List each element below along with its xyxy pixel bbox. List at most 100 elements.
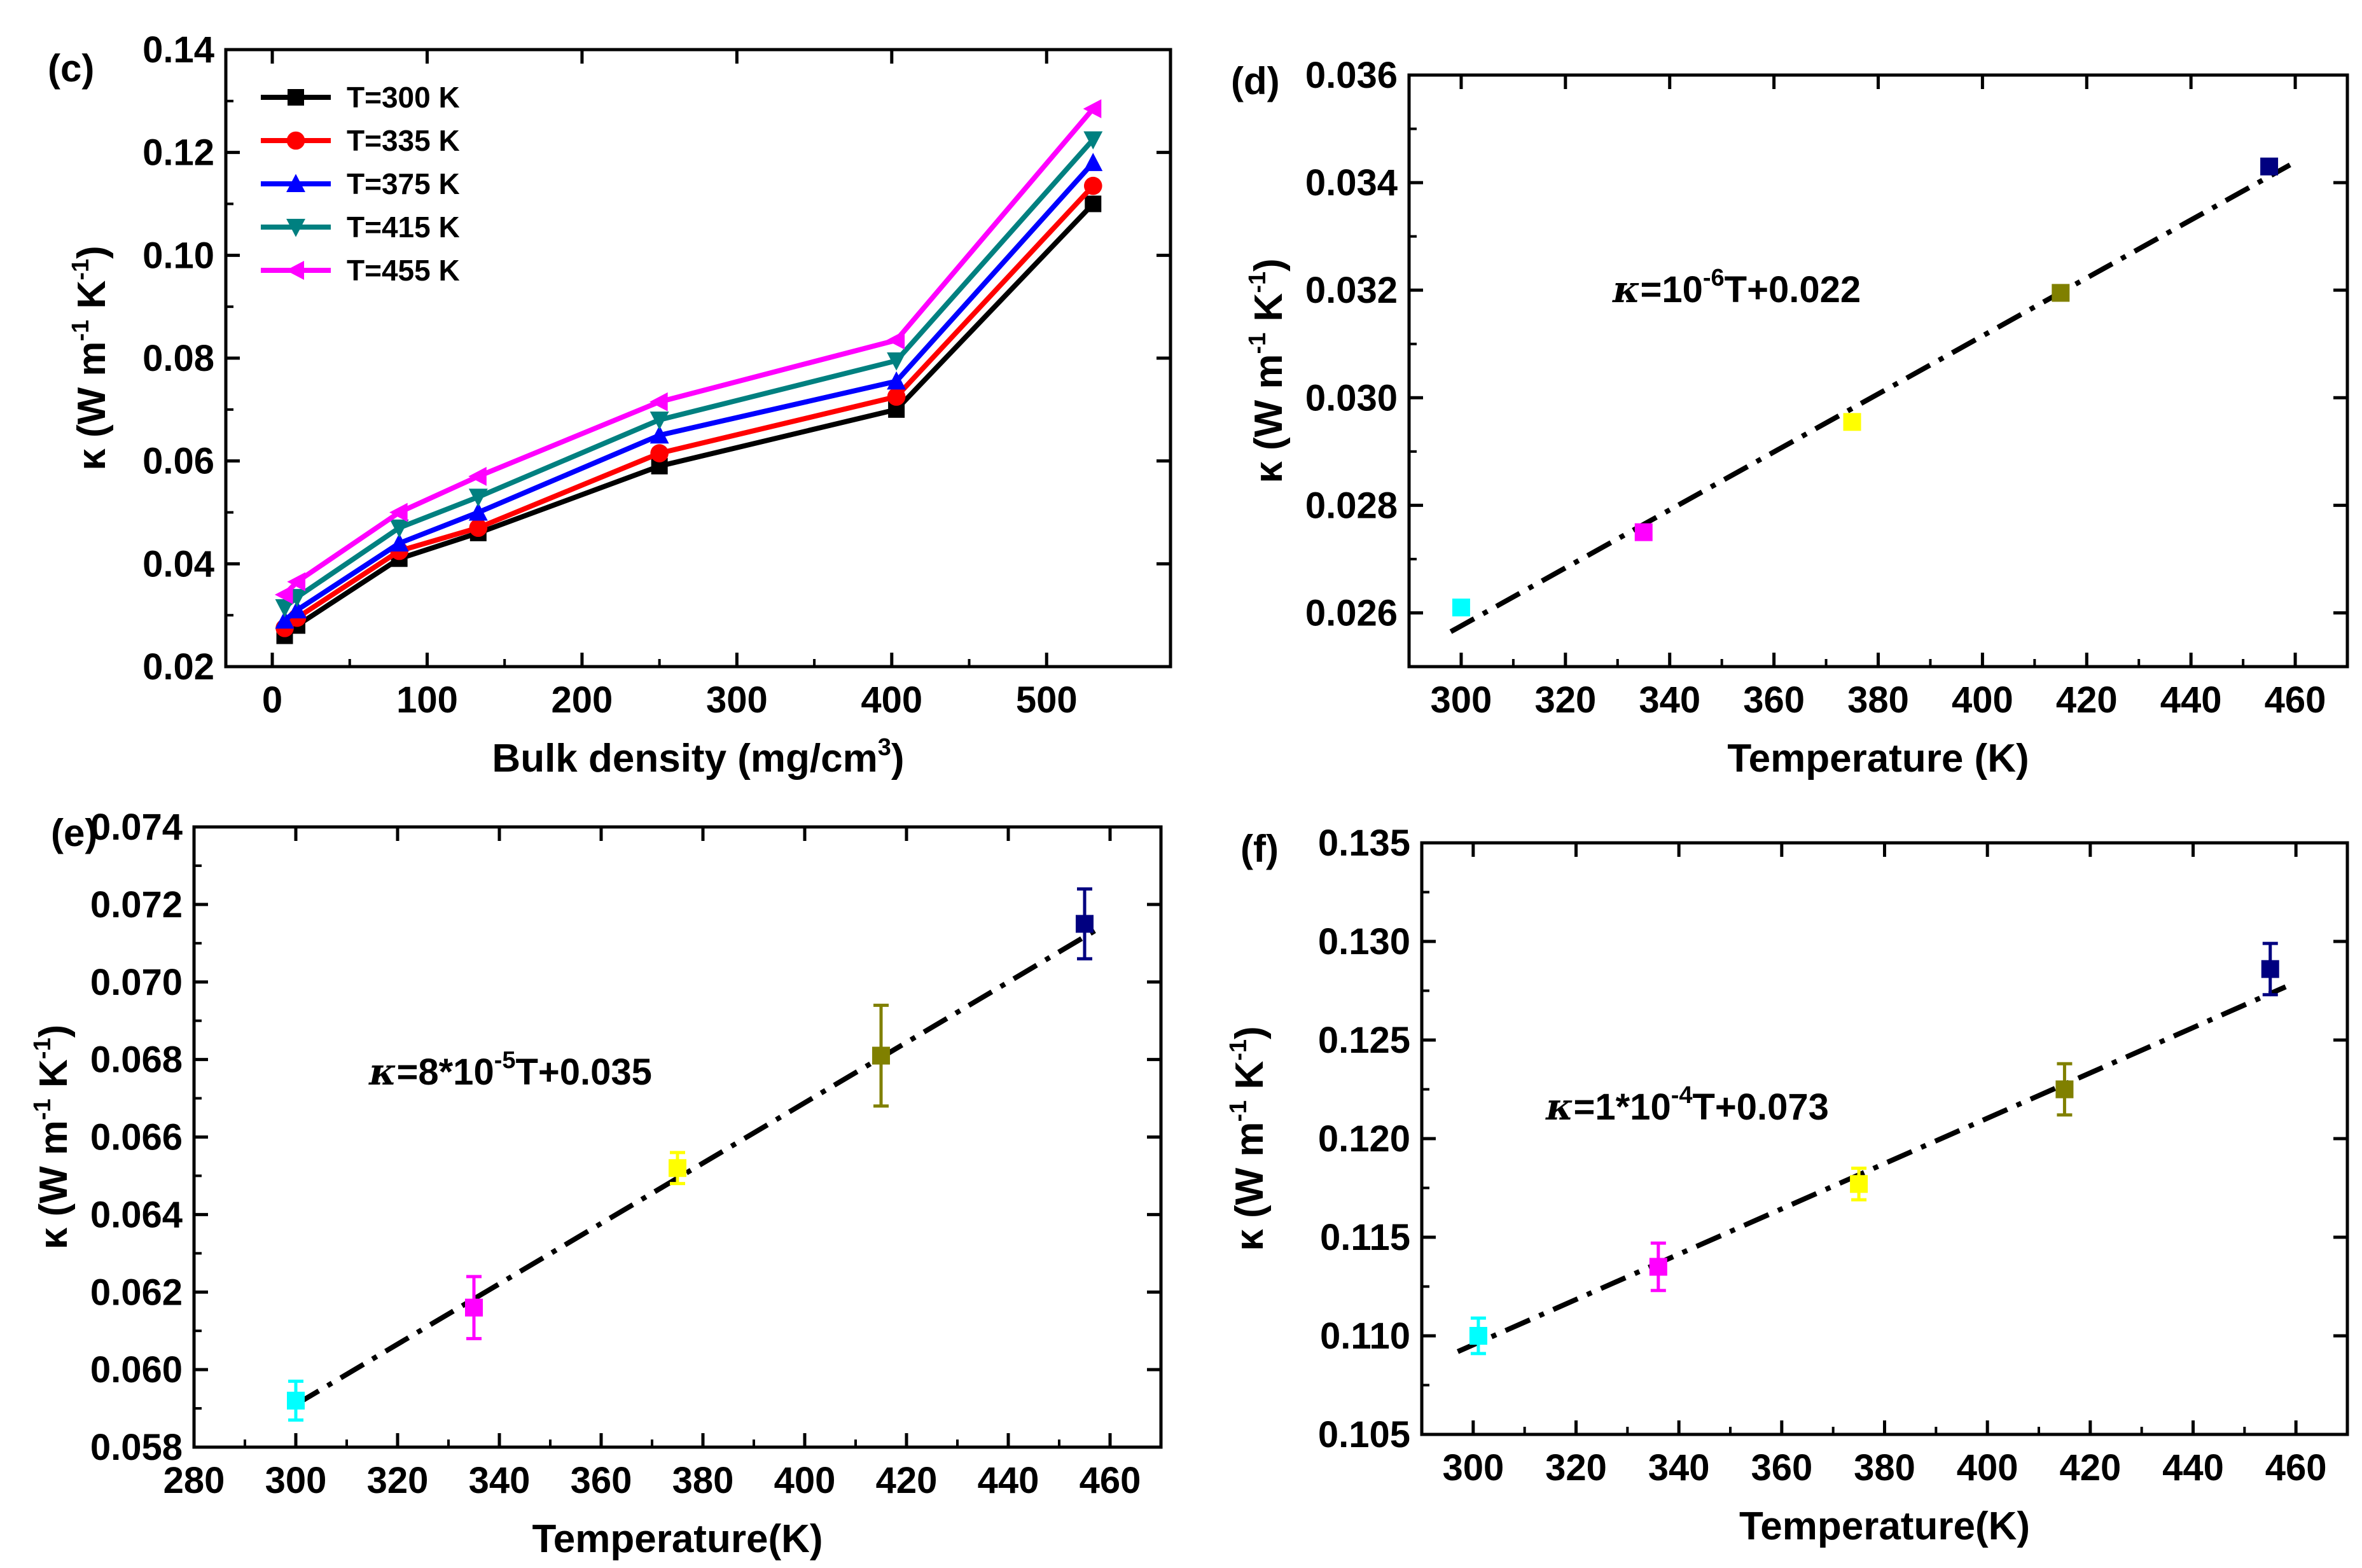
y-axis-title-mid: K <box>1228 1060 1272 1100</box>
equation-pre: =8*10 <box>396 1051 494 1093</box>
series-line <box>282 137 1095 610</box>
y-axis-title-sup: -1 <box>29 1099 56 1120</box>
x-axis-title-sup: 3 <box>878 734 891 761</box>
y-axis-title-mid: K <box>1247 293 1291 332</box>
y-axis-title-sup: -1 <box>67 259 94 281</box>
y-axis-title-sup: -1 <box>1225 1039 1252 1061</box>
y-tick-label: 0.030 <box>1305 377 1398 419</box>
data-point <box>389 519 409 538</box>
y-axis-title-end: ) <box>1228 1026 1272 1039</box>
legend-marker <box>286 174 305 192</box>
panel-1: 0.026 0.028 0.030 0.032 0.034 0.036 300 320 340 3… <box>1231 55 2349 781</box>
x-tick-label: 340 <box>1648 1447 1710 1488</box>
x-tick-label: 300 <box>1431 679 1492 721</box>
y-axis-title-text: κ (W m <box>1228 1121 1272 1251</box>
data-point <box>872 1046 890 1065</box>
y-axis-title: κ (W m-1 K-1) <box>1225 1026 1272 1251</box>
x-tick-label: 360 <box>1743 679 1805 721</box>
data-point <box>468 502 488 521</box>
equation-kappa: κ <box>368 1050 396 1093</box>
data-point <box>887 387 906 406</box>
fit-equation: κ=10-6T+0.022 <box>1612 265 1861 311</box>
fit-equation: κ=8*10-5T+0.035 <box>368 1047 652 1093</box>
y-tick-label: 0.072 <box>90 884 183 926</box>
data-point <box>650 425 669 444</box>
data-point <box>887 352 907 371</box>
data-point <box>1452 599 1470 616</box>
x-tick-label: 460 <box>2265 679 2326 721</box>
y-tick-label: 0.060 <box>90 1349 183 1391</box>
data-point <box>389 533 409 552</box>
data-point <box>288 600 307 619</box>
data-point <box>389 503 408 522</box>
panel-label: (e) <box>51 812 97 854</box>
data-point <box>1634 523 1653 541</box>
y-tick-label: 0.12 <box>142 132 214 174</box>
data-point <box>287 1391 305 1410</box>
y-tick-label: 0.120 <box>1318 1118 1410 1160</box>
x-tick-label: 460 <box>1080 1460 1141 1501</box>
x-tick-label: 0 <box>262 679 282 721</box>
data-point <box>468 489 488 507</box>
y-tick-label: 0.08 <box>142 338 214 379</box>
y-axis-title-end: ) <box>32 1025 76 1038</box>
legend-label: T=300 K <box>347 81 460 114</box>
x-tick-label: 440 <box>978 1460 1039 1501</box>
x-tick-label: 300 <box>706 679 768 721</box>
legend-marker <box>286 261 304 280</box>
equation-sup: -5 <box>494 1047 516 1074</box>
y-tick-label: 0.115 <box>1320 1217 1410 1258</box>
y-tick-label: 0.062 <box>90 1272 183 1313</box>
x-tick-label: 200 <box>552 679 613 721</box>
y-axis-title-sup: -1 <box>29 1037 56 1059</box>
data-point <box>1076 915 1094 933</box>
x-tick-label: 340 <box>469 1460 531 1501</box>
panel-0: 0.02 0.04 0.06 0.08 0.10 0.12 0.14 0 100 200 300 40… <box>48 29 1172 781</box>
x-axis-title-end: ) <box>891 737 905 781</box>
data-point <box>650 444 669 462</box>
y-axis-title-mid: K <box>32 1059 76 1099</box>
x-axis-title: Temperature (K) <box>1727 737 2029 781</box>
equation-sup: -4 <box>1671 1082 1693 1109</box>
x-tick-label: 400 <box>1952 679 2013 721</box>
x-tick-label: 100 <box>396 679 458 721</box>
y-axis-title-end: ) <box>1247 258 1291 272</box>
legend-marker <box>286 131 305 150</box>
x-tick-label: 320 <box>367 1460 429 1501</box>
x-tick-label: 420 <box>2059 1447 2121 1488</box>
y-axis-title-text: κ (W m <box>70 341 114 470</box>
legend-marker <box>288 89 304 106</box>
fit-equation: κ=1*10-4T+0.073 <box>1545 1082 1829 1128</box>
data-point <box>274 585 293 604</box>
x-axis-title-text: Temperature (K) <box>1727 737 2029 781</box>
y-tick-label: 0.074 <box>90 807 183 848</box>
y-tick-label: 0.02 <box>142 646 214 688</box>
x-axis-title: Temperature(K) <box>532 1517 823 1561</box>
y-axis-title-end: ) <box>70 246 114 259</box>
legend-label: T=335 K <box>347 124 460 157</box>
x-axis-title: Bulk density (mg/cm3) <box>492 734 904 781</box>
fit-line <box>294 925 1102 1407</box>
data-point <box>1083 176 1102 195</box>
x-axis-title-text: Temperature(K) <box>1739 1504 2030 1548</box>
y-tick-label: 0.064 <box>90 1194 183 1235</box>
y-tick-label: 0.034 <box>1305 162 1398 204</box>
x-axis-title-text: Bulk density (mg/cm <box>492 737 877 781</box>
y-tick-label: 0.070 <box>90 962 183 1003</box>
x-axis-title: Temperature(K) <box>1739 1504 2030 1548</box>
x-tick-label: 380 <box>1847 679 1909 721</box>
y-tick-label: 0.10 <box>142 235 214 276</box>
equation-pre: =10 <box>1640 269 1702 310</box>
x-axis-title-text: Temperature(K) <box>532 1517 823 1561</box>
data-point <box>1649 1258 1667 1276</box>
x-tick-label: 500 <box>1016 679 1078 721</box>
data-point <box>1469 1327 1487 1345</box>
data-point <box>886 330 905 350</box>
y-axis-title: κ (W m-1 K-1) <box>29 1025 76 1250</box>
x-tick-label: 380 <box>672 1460 734 1501</box>
y-tick-label: 0.105 <box>1318 1414 1410 1455</box>
y-tick-label: 0.058 <box>90 1427 183 1468</box>
equation-pre: =1*10 <box>1573 1086 1671 1128</box>
panel-2: 0.058 0.060 0.062 0.064 0.066 0.068 0.070 0.072… <box>29 807 1163 1561</box>
x-tick-label: 300 <box>1442 1447 1504 1488</box>
